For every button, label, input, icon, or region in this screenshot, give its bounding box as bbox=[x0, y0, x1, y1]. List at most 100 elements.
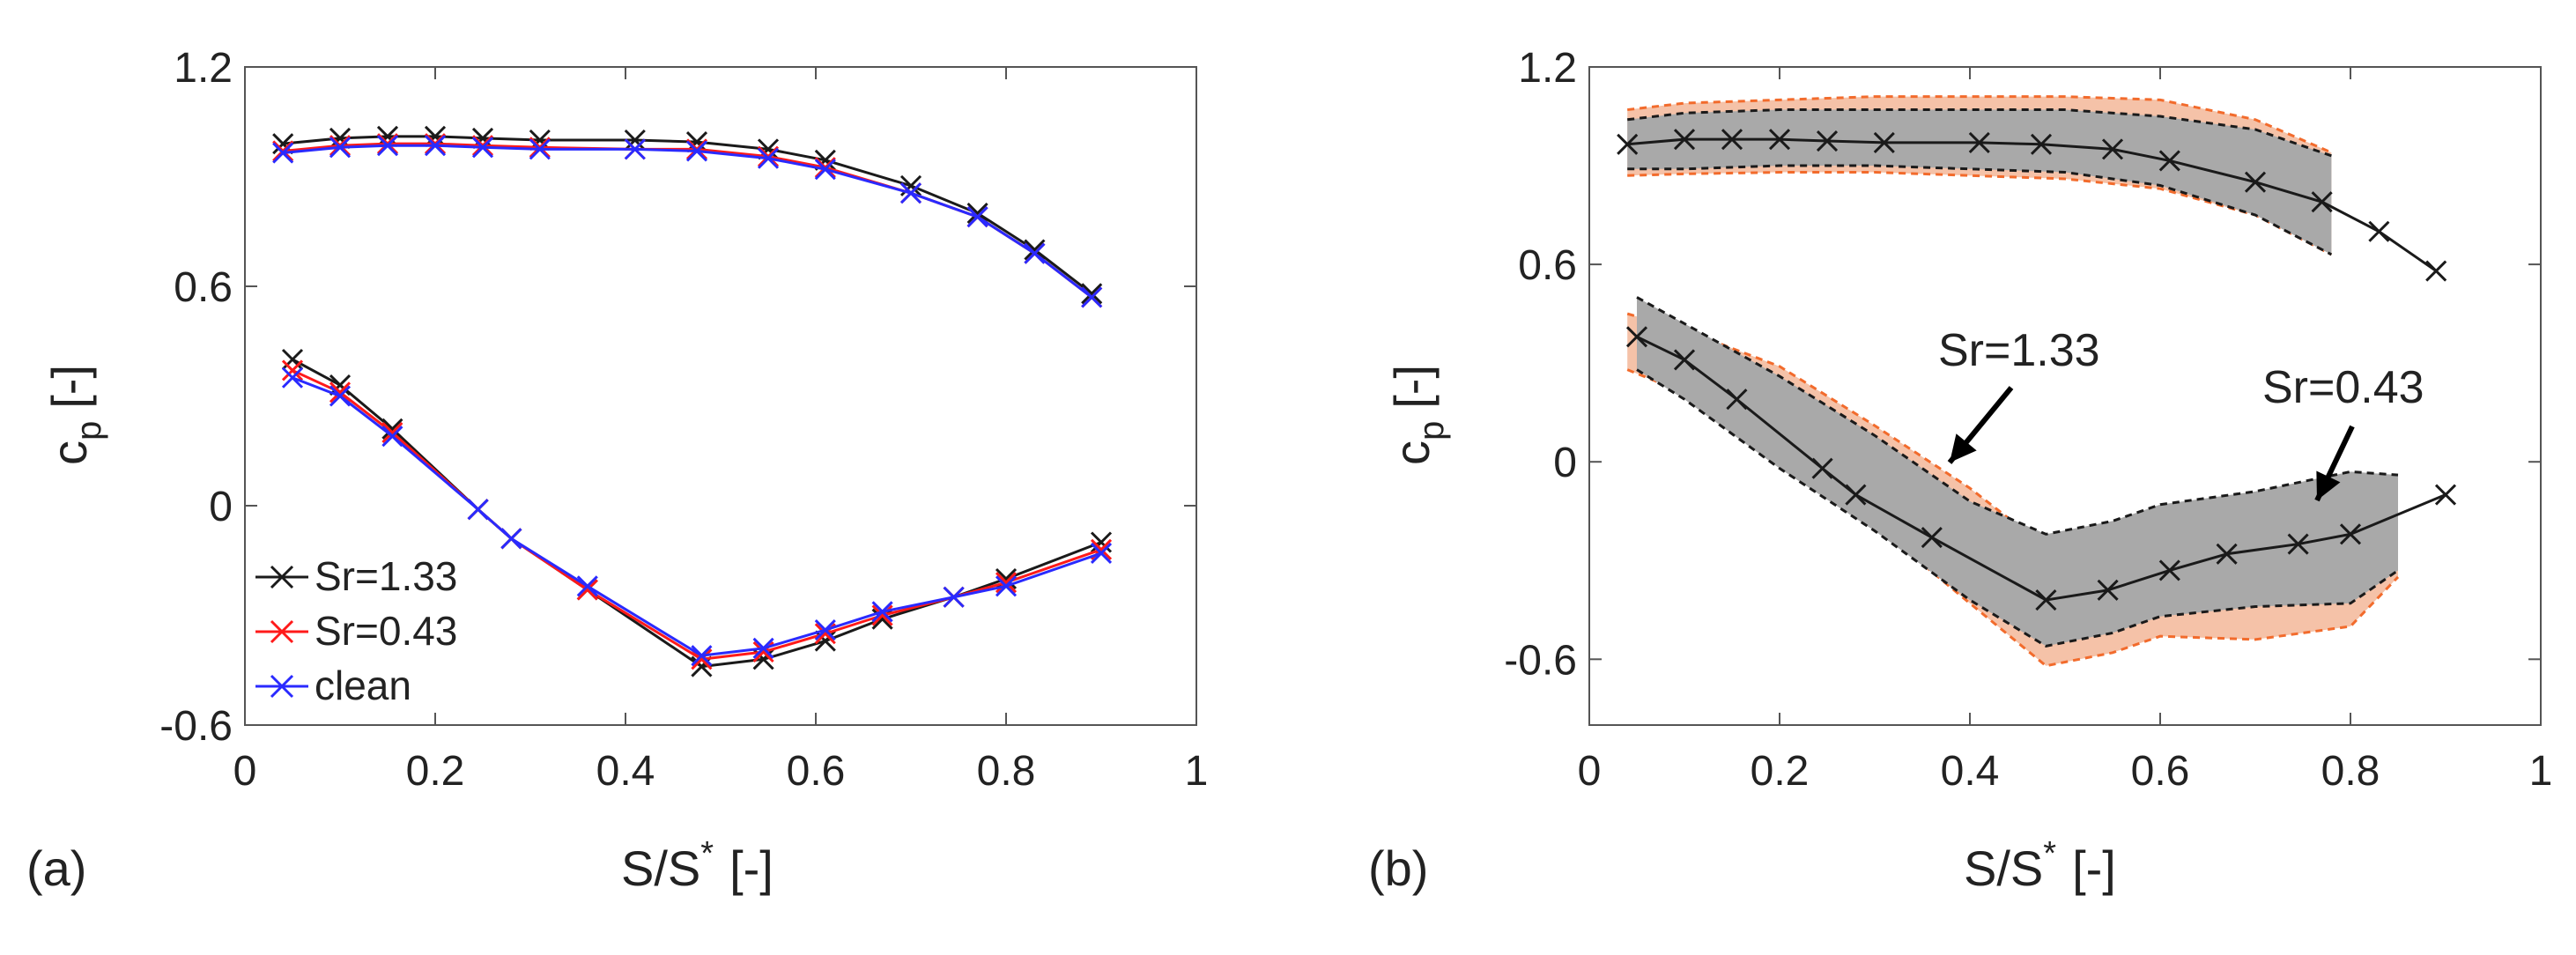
band-band_sr133-upper bbox=[1627, 109, 2332, 255]
panel-b-ylabel-symbol: c bbox=[1384, 440, 1440, 465]
svg-text:cp[-]: cp [-] bbox=[41, 365, 108, 465]
series-clean-lower-marker bbox=[1090, 542, 1113, 565]
mean-lower-marker bbox=[2158, 559, 2180, 581]
legend-marker-clean bbox=[270, 674, 294, 699]
annotation-sr133-label: Sr=1.33 bbox=[1938, 325, 2100, 376]
series-clean-lower-marker bbox=[467, 499, 489, 521]
panel-a-xtick-label: 0.6 bbox=[787, 748, 846, 795]
band-edge-band_sr133-upper-hi bbox=[1627, 108, 2332, 158]
series-sr133-lower-marker bbox=[381, 418, 403, 440]
panel-b-label: (b) bbox=[1368, 840, 1428, 896]
series-clean-upper-marker bbox=[471, 137, 494, 159]
panel-b-ylabel: cp [-] bbox=[1384, 365, 1451, 465]
series-sr133-lower-marker bbox=[691, 655, 713, 677]
series-clean-upper-marker bbox=[376, 135, 399, 157]
mean-upper-marker bbox=[2158, 150, 2180, 172]
band-edge-band_sr043-upper-lo bbox=[1627, 171, 2333, 256]
mean-lower-marker bbox=[2216, 543, 2238, 565]
panel-b-xtick-label: 0.6 bbox=[2131, 748, 2190, 795]
annotation-sr133-arrowhead bbox=[1950, 433, 1977, 463]
series-clean-lower-marker bbox=[691, 645, 713, 667]
series-sr043-lower-marker bbox=[995, 572, 1018, 594]
series-clean-upper-marker bbox=[899, 182, 922, 204]
series-clean-upper-marker bbox=[685, 140, 708, 162]
panel-a-ylabel-symbol: c bbox=[41, 440, 97, 465]
panel-a-xtick-label: 0.4 bbox=[596, 748, 655, 795]
panel-b-xtick-label: 1 bbox=[2529, 748, 2553, 795]
series-clean-upper-marker bbox=[966, 206, 988, 228]
panel-b-xlabel-main: S/S bbox=[1964, 840, 2043, 896]
panel-b-xtick-label: 0.2 bbox=[1751, 748, 1810, 795]
legend-label-sr043: Sr=0.43 bbox=[315, 608, 457, 654]
series-sr133-upper-marker bbox=[1024, 239, 1046, 261]
mean-upper-line bbox=[1627, 137, 2438, 272]
panel-b-xlabel-superscript: * bbox=[2043, 835, 2056, 872]
panel-b-ytick-label: -0.6 bbox=[1504, 637, 1577, 684]
panel-a-xlabel-main: S/S bbox=[621, 840, 700, 896]
panel-b-xlabel-unit: [-] bbox=[2072, 840, 2116, 896]
annotation-sr043-label: Sr=0.43 bbox=[2262, 362, 2424, 413]
series-clean-upper-marker bbox=[529, 138, 551, 160]
mean-upper-marker bbox=[1721, 129, 1743, 151]
panel-a-xtick-label: 0 bbox=[233, 748, 257, 795]
svg-text:cp[-]: cp [-] bbox=[1384, 365, 1451, 465]
series-sr043-lower-marker bbox=[281, 359, 304, 381]
panel-a-label: (a) bbox=[26, 840, 86, 896]
mean-upper-marker bbox=[1768, 129, 1791, 151]
band-edge-band_sr043-upper-hi bbox=[1627, 95, 2332, 154]
series-sr043-lower-marker bbox=[871, 604, 893, 626]
series-clean-upper-marker bbox=[329, 137, 352, 159]
mean-lower-marker bbox=[1625, 326, 1648, 348]
series-sr133-upper-marker bbox=[1081, 283, 1103, 305]
mean-upper-marker bbox=[2425, 260, 2447, 282]
legend-marker-sr043 bbox=[270, 619, 294, 644]
series-clean-upper-marker bbox=[1081, 286, 1103, 308]
panel-b-annotations: Sr=1.33 Sr=0.43 bbox=[1938, 325, 2424, 502]
series-sr133-lower-marker bbox=[281, 348, 304, 371]
series-clean-lower-marker bbox=[381, 426, 403, 448]
panel-a-xlabel-superscript: * bbox=[700, 835, 714, 872]
mean-upper-marker bbox=[2101, 138, 2124, 160]
series-clean-lower-marker bbox=[943, 586, 965, 608]
mean-upper-marker bbox=[1617, 133, 1639, 155]
panel-b-ytick-label: 0 bbox=[1553, 440, 1577, 486]
panel-b-chart: 0 0.2 0.4 0.6 0.8 1 -0.6 0 0.6 1.2 Sr=1.33 Sr=0.4… bbox=[1368, 45, 2552, 896]
panel-a-xlabel: S/S* [-] bbox=[621, 835, 774, 896]
panel-b-ylabel-subscript: p bbox=[1412, 421, 1451, 440]
legend-label-clean: clean bbox=[315, 663, 411, 708]
series-clean-lower-marker bbox=[576, 575, 598, 597]
mean-lower-marker bbox=[1921, 527, 1943, 549]
series-clean-lower-marker bbox=[752, 637, 774, 659]
panel-a-xlabel-unit: [-] bbox=[729, 840, 774, 896]
panel-a-ytick-label: 0 bbox=[209, 484, 233, 530]
mean-upper-marker bbox=[2368, 220, 2390, 242]
panel-b-xtick-label: 0.8 bbox=[2321, 748, 2380, 795]
panel-a-xtick-label: 0.8 bbox=[977, 748, 1036, 795]
mean-lower-marker bbox=[1726, 389, 1748, 411]
legend-label-sr133: Sr=1.33 bbox=[315, 553, 457, 599]
panel-a-ytick-label: 0.6 bbox=[174, 264, 233, 311]
panel-a-xtick-label: 0.2 bbox=[406, 748, 465, 795]
mean-upper-marker bbox=[1968, 131, 1990, 153]
band-edge-band_sr133-lower-hi bbox=[1636, 296, 2399, 536]
panel-a-plot-area bbox=[244, 66, 1197, 726]
panel-a-series bbox=[272, 125, 1113, 677]
panel-b-ytick-label: 0.6 bbox=[1518, 242, 1577, 289]
mean-upper-marker bbox=[1673, 129, 1696, 151]
mean-lower-marker bbox=[2434, 484, 2457, 506]
mean-upper-marker bbox=[1816, 130, 1839, 152]
mean-lower-marker bbox=[2287, 533, 2309, 555]
series-clean-lower-marker bbox=[871, 601, 893, 623]
band-edge-band_sr133-lower-lo bbox=[1636, 368, 2399, 648]
panel-a-ylabel-subscript: p bbox=[70, 421, 108, 440]
panel-a-ylabel-unit: [-] bbox=[41, 365, 97, 409]
series-sr133-lower-marker bbox=[1090, 531, 1113, 553]
mean-lower-marker bbox=[2097, 579, 2119, 601]
mean-lower-marker bbox=[1845, 484, 1867, 506]
legend-marker-sr133 bbox=[270, 565, 294, 589]
panel-a-ylabel: cp [-] bbox=[41, 365, 108, 465]
series-sr133-lower-marker bbox=[329, 374, 352, 396]
series-sr043-lower-marker bbox=[329, 381, 352, 403]
series-clean-upper-marker bbox=[814, 159, 836, 181]
